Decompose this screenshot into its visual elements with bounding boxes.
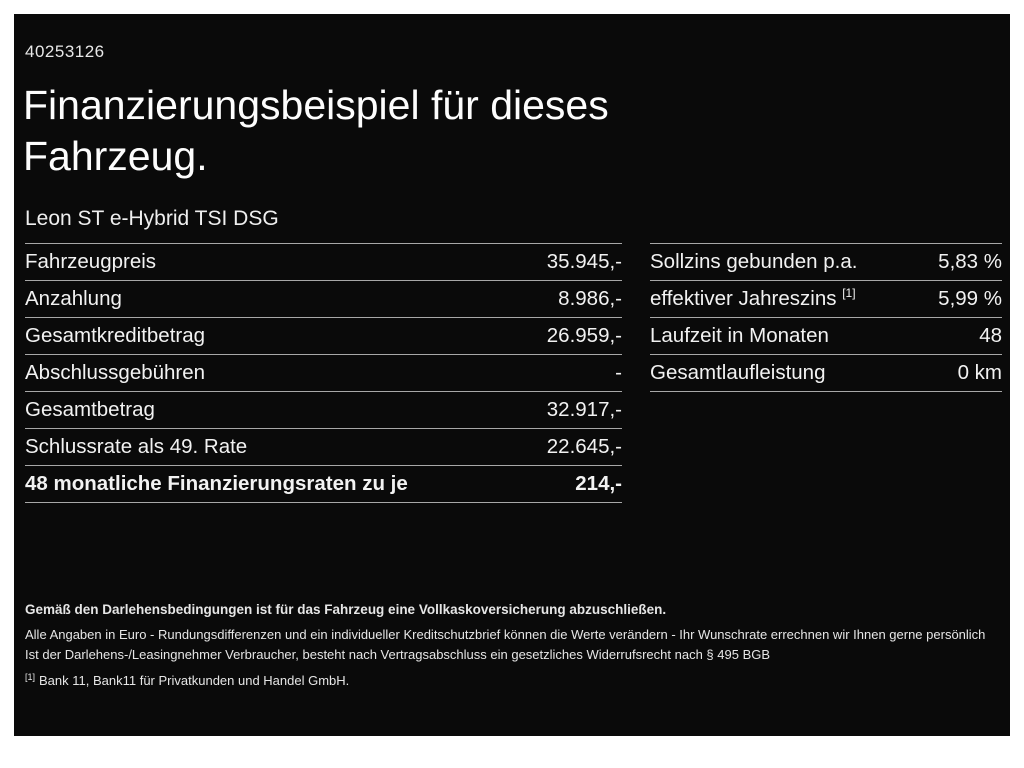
page-title-line1: Finanzierungsbeispiel für dieses — [23, 82, 609, 128]
row-label: Laufzeit in Monaten — [650, 324, 829, 347]
table-row-monthly-rate: 48 monatliche Finanzierungsraten zu je 2… — [25, 466, 622, 503]
table-row: Anzahlung 8.986,- — [25, 281, 622, 318]
footnote-marker: [1] — [25, 671, 36, 682]
page-title-line2: Fahrzeug. — [23, 133, 208, 179]
offer-id: 40253126 — [25, 42, 105, 61]
table-row: Gesamtkreditbetrag 26.959,- — [25, 318, 622, 355]
row-value: 32.917,- — [546, 398, 622, 421]
withdrawal-note: Ist der Darlehens-/Leasingnehmer Verbrau… — [25, 647, 771, 662]
row-value: 0 km — [957, 361, 1002, 384]
row-value: 8.986,- — [558, 287, 622, 310]
conditions-table: Sollzins gebunden p.a. 5,83 % effektiver… — [650, 243, 1002, 392]
row-value: 5,99 % — [938, 287, 1002, 310]
table-row: Sollzins gebunden p.a. 5,83 % — [650, 244, 1002, 281]
bank-footnote: [1] Bank 11, Bank11 für Privatkunden und … — [25, 671, 990, 688]
table-row: Gesamtlaufleistung 0 km — [650, 355, 1002, 392]
row-label: 48 monatliche Finanzierungsraten zu je — [25, 472, 408, 495]
row-value: 26.959,- — [546, 324, 622, 347]
row-label: Schlussrate als 49. Rate — [25, 435, 248, 458]
row-label: Gesamtlaufleistung — [650, 361, 826, 384]
table-row: Laufzeit in Monaten 48 — [650, 318, 1002, 355]
finance-sheet: 40253126 Finanzierungsbeispiel für diese… — [14, 14, 1010, 736]
vehicle-model: Leon ST e-Hybrid TSI DSG — [25, 207, 279, 230]
row-label: Abschlussgebühren — [25, 361, 206, 384]
insurance-note: Gemäß den Darlehensbedingungen ist für d… — [25, 602, 667, 617]
finance-table: Fahrzeugpreis 35.945,- Anzahlung 8.986,-… — [25, 243, 622, 503]
row-label: Gesamtbetrag — [25, 398, 155, 421]
disclaimer-line: Alle Angaben in Euro - Rundungsdifferenz… — [25, 627, 986, 642]
page-title: Finanzierungsbeispiel für dieses Fahrzeu… — [23, 80, 609, 182]
row-value: 48 — [979, 324, 1002, 347]
table-row: effektiver Jahreszins [1] 5,99 % — [650, 281, 1002, 318]
row-value: 214,- — [575, 472, 622, 495]
row-label: effektiver Jahreszins [1] — [650, 287, 856, 311]
footnote-ref: [1] — [842, 286, 856, 301]
footnote-text: Bank 11, Bank11 für Privatkunden und Han… — [39, 673, 350, 688]
row-value: 22.645,- — [546, 435, 622, 458]
table-row: Schlussrate als 49. Rate 22.645,- — [25, 429, 622, 466]
row-label: Gesamtkreditbetrag — [25, 324, 206, 347]
row-label: Sollzins gebunden p.a. — [650, 250, 858, 273]
row-value: - — [615, 361, 622, 384]
table-row: Abschlussgebühren - — [25, 355, 622, 392]
row-value: 35.945,- — [546, 250, 622, 273]
table-row: Gesamtbetrag 32.917,- — [25, 392, 622, 429]
table-row: Fahrzeugpreis 35.945,- — [25, 244, 622, 281]
row-label: Anzahlung — [25, 287, 122, 310]
row-label: Fahrzeugpreis — [25, 250, 157, 273]
row-value: 5,83 % — [938, 250, 1002, 273]
legal-footer: Gemäß den Darlehensbedingungen ist für d… — [25, 602, 990, 688]
row-label-text: effektiver Jahreszins — [650, 287, 837, 310]
